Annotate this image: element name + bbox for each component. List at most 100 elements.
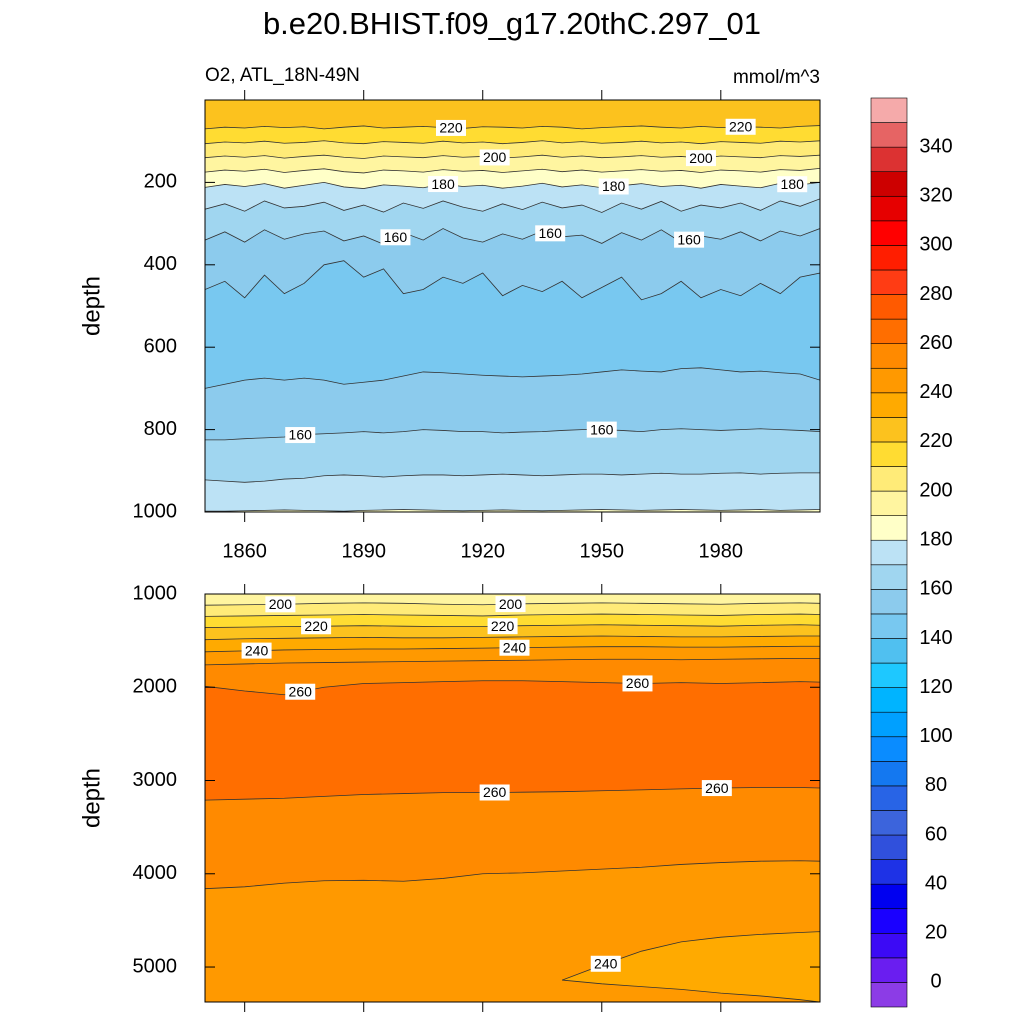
- y-tick-label: 200: [144, 171, 177, 193]
- colorbar-tick-label: 340: [919, 135, 952, 157]
- colorbar-box: [870, 122, 908, 148]
- contour-line: [205, 260, 820, 301]
- colorbar-box: [870, 269, 908, 295]
- colorbar-box: [870, 539, 908, 566]
- colorbar-box: [870, 245, 908, 271]
- y-tick-label: 2000: [133, 676, 178, 698]
- colorbar-tick-label: 80: [925, 774, 947, 796]
- contour-line: [205, 140, 820, 145]
- contour-label: 180: [781, 176, 805, 192]
- colorbar-tick-label: 240: [919, 381, 952, 403]
- contour-line: [205, 613, 820, 617]
- y-tick-label: 5000: [133, 955, 178, 977]
- contour-label-box: [622, 675, 653, 692]
- colorbar-box: [870, 687, 908, 713]
- contour-label-box: [487, 618, 518, 635]
- contour-line: [205, 472, 820, 483]
- colorbar-box: [870, 711, 908, 738]
- contour-line: [205, 635, 820, 641]
- contour-label-box: [265, 596, 296, 613]
- contour-label: 160: [590, 421, 614, 437]
- y-tick-label: 800: [144, 418, 177, 440]
- chart-title: b.e20.BHIST.f09_g17.20thC.297_01: [263, 6, 761, 41]
- colorbar-box: [870, 564, 908, 590]
- colorbar-tick-label: 300: [919, 234, 952, 256]
- colorbar-box: [870, 883, 908, 910]
- colorbar-box: [870, 490, 908, 516]
- x-tick-label: 1860: [222, 540, 267, 562]
- contour-label-box: [285, 427, 316, 444]
- colorbar-box: [870, 515, 908, 541]
- colorbar-box: [870, 171, 908, 197]
- y-axis-label: depth: [78, 768, 105, 828]
- colorbar-box: [870, 810, 908, 836]
- y-tick-label: 400: [144, 253, 177, 275]
- contour-line: [205, 657, 820, 666]
- colorbar-tick-label: 100: [919, 725, 952, 747]
- contour-label-box: [380, 229, 411, 246]
- colorbar-box: [870, 736, 908, 762]
- contour-label: 220: [491, 618, 515, 634]
- contour-label-box: [535, 225, 566, 242]
- colorbar-tick-label: 320: [919, 185, 952, 207]
- contour-label: 220: [304, 618, 328, 634]
- contour-label: 260: [626, 675, 650, 691]
- colorbar-box: [870, 638, 908, 664]
- contour-label: 200: [689, 150, 713, 166]
- contour-line: [205, 154, 820, 159]
- contour-label-box: [598, 178, 629, 195]
- contour-label-box: [436, 119, 466, 136]
- contour-label-box: [301, 618, 332, 635]
- subtitle-right: mmol/m^3: [733, 67, 820, 88]
- colorbar-tick-label: 160: [919, 578, 952, 600]
- y-axis-label: depth: [78, 276, 105, 336]
- contour-label-box: [499, 639, 530, 656]
- plot-area: 200 200 220 220 240 240 260 260 260 260 240: [205, 594, 820, 1002]
- contour-label-box: [725, 118, 756, 135]
- x-tick-label: 1950: [580, 540, 625, 562]
- colorbar-tick-label: 220: [919, 430, 952, 452]
- colorbar-box: [870, 318, 908, 344]
- x-tick-label: 1890: [341, 540, 386, 562]
- contour-line: [205, 509, 820, 512]
- contour-label-box: [495, 596, 526, 613]
- colorbar-tick-label: 40: [925, 872, 947, 894]
- contour-line: [205, 167, 820, 174]
- contour-line: [205, 860, 820, 890]
- colorbar-box: [870, 859, 908, 885]
- contour-line: [205, 787, 820, 801]
- colorbar-box: [870, 417, 908, 443]
- subtitle-left: O2, ATL_18N-49N: [205, 65, 360, 86]
- contour-line: [205, 198, 820, 213]
- colorbar-tick-label: 280: [919, 283, 952, 305]
- colorbar-box: [870, 613, 908, 639]
- contour-label: 200: [269, 596, 293, 612]
- contour-label: 160: [384, 229, 408, 245]
- colorbar-box: [870, 466, 908, 492]
- contour-label: 160: [539, 225, 563, 241]
- colorbar-tick-label: 20: [925, 922, 947, 944]
- contour-label: 160: [677, 231, 701, 247]
- contour-label-box: [586, 421, 617, 438]
- contour-label: 260: [483, 784, 507, 800]
- contour-line: [205, 181, 820, 189]
- contour-label: 200: [483, 149, 507, 165]
- contour-line: [205, 228, 820, 245]
- colorbar-tick-label: 140: [919, 627, 952, 649]
- colorbar-box: [870, 785, 908, 811]
- colorbar-box: [870, 367, 908, 394]
- colorbar-tick-label: 180: [919, 528, 952, 550]
- colorbar-box: [870, 146, 908, 173]
- colorbar-box: [870, 834, 908, 860]
- contour-label-box: [701, 780, 732, 797]
- contour-label-box: [479, 149, 510, 166]
- contour-fill: [562, 931, 820, 1002]
- colorbar-box: [870, 195, 908, 222]
- contour-label-box: [674, 231, 705, 248]
- contour-label: 160: [289, 427, 313, 443]
- colorbar-box: [870, 908, 908, 934]
- colorbar-box: [870, 343, 908, 369]
- contour-label: 200: [499, 596, 523, 612]
- contour-label-box: [285, 683, 316, 700]
